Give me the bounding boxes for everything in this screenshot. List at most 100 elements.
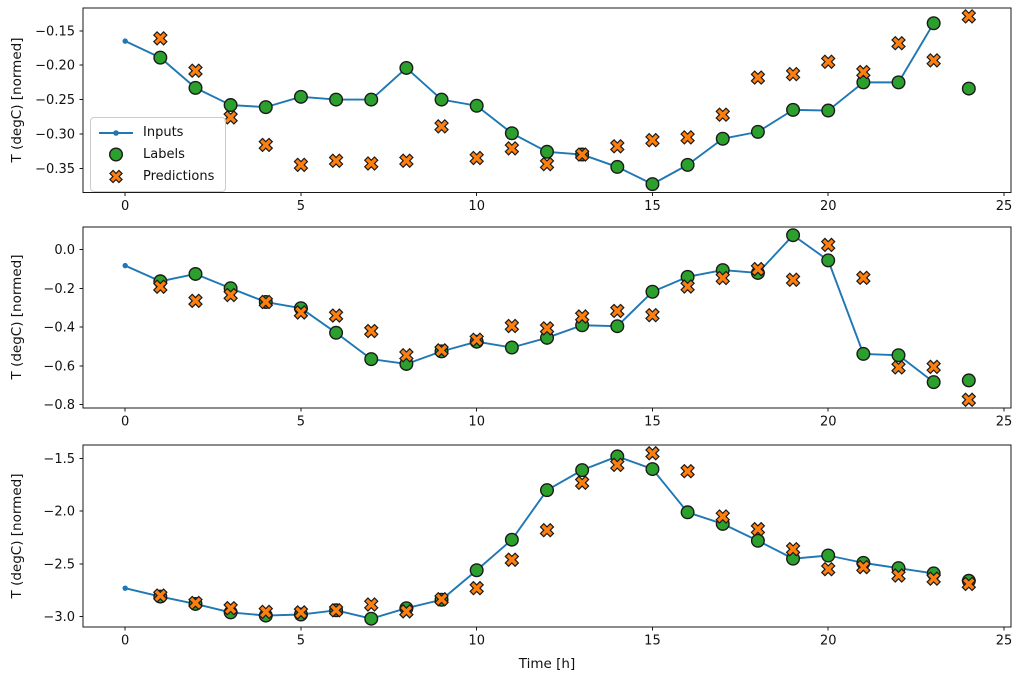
label-point [575, 463, 590, 478]
prediction-point [363, 323, 379, 339]
label-point [750, 533, 765, 548]
y-tick-label: −0.20 [35, 59, 75, 74]
y-tick-label: −0.25 [35, 93, 75, 108]
label-point [504, 532, 519, 547]
prediction-point [293, 157, 309, 173]
prediction-point [891, 35, 906, 51]
legend-label-inputs: Inputs [143, 125, 184, 140]
inputs-line-icon [99, 129, 133, 136]
label-point [540, 483, 555, 498]
prediction-point [645, 445, 660, 461]
label-point [856, 346, 871, 361]
subplot-1: 0 5 10 15 20 25 −0.15 −0.20 −0.25 −0.30 −0.35 [35, 7, 1012, 214]
prediction-point [258, 604, 274, 620]
x-tick-label: 20 [820, 415, 837, 430]
y-tick-label: 0.0 [54, 243, 75, 258]
x-tick-label: 5 [297, 634, 305, 649]
predictions-scatter [152, 237, 977, 408]
y-tick-label: −2.0 [43, 505, 75, 520]
prediction-point [223, 600, 238, 616]
x-tick-label: 5 [297, 415, 305, 430]
prediction-point [469, 150, 485, 166]
prediction-point [961, 576, 977, 592]
x-axis: 0 5 10 15 20 25 [121, 192, 1013, 214]
axes-frame [82, 226, 1012, 409]
label-point [610, 159, 625, 174]
x-axis: 0 5 10 15 20 25 [121, 627, 1012, 649]
prediction-point [715, 509, 731, 524]
y-tick-label: −0.30 [35, 127, 75, 142]
label-point [153, 50, 168, 65]
label-point [645, 177, 660, 192]
x-tick-label: 10 [468, 415, 485, 430]
x-tick-label: 25 [996, 634, 1013, 649]
input-point [122, 38, 128, 44]
prediction-point [926, 359, 942, 375]
input-point [122, 585, 128, 591]
x-tick-label: 15 [644, 634, 661, 649]
prediction-point [891, 360, 906, 375]
prediction-point [785, 66, 801, 82]
x-tick-label: 25 [996, 199, 1013, 214]
prediction-point [188, 293, 203, 309]
legend-label-predictions: Predictions [143, 169, 215, 184]
prediction-point [926, 53, 942, 68]
prediction-point [293, 305, 309, 320]
prediction-point [363, 597, 379, 612]
prediction-point [399, 153, 414, 169]
x-tick-label: 15 [644, 199, 661, 214]
x-tick-label: 10 [468, 634, 485, 649]
predictions-scatter [152, 9, 977, 173]
x-tick-label: 0 [121, 415, 129, 430]
y-tick-label: −0.4 [43, 321, 75, 336]
prediction-point [188, 63, 203, 79]
label-point [715, 131, 730, 146]
prediction-point [785, 541, 801, 557]
label-point [680, 157, 695, 172]
y-tick-label: −0.6 [43, 359, 75, 374]
prediction-point [680, 279, 695, 294]
y-tick-label: −0.35 [35, 162, 75, 177]
prediction-point [258, 294, 274, 310]
label-point [258, 100, 273, 115]
prediction-point [820, 54, 836, 70]
prediction-point [609, 303, 625, 319]
legend: Inputs Labels Predictions [90, 117, 227, 192]
y-tick-label: −2.5 [43, 557, 75, 572]
prediction-point [504, 141, 520, 156]
subplot-3: 0 5 10 15 20 25 −1.5 −2.0 −2.5 −3.0 [43, 444, 1012, 649]
label-point [821, 253, 836, 268]
prediction-point [258, 137, 274, 153]
prediction-point [820, 561, 836, 577]
prediction-point [574, 475, 590, 491]
label-point [891, 348, 906, 363]
axes-frame [82, 444, 1012, 628]
label-point [961, 373, 976, 388]
prediction-point [293, 605, 309, 620]
prediction-point [469, 332, 485, 348]
legend-item-predictions: Predictions [98, 167, 214, 186]
prediction-point [152, 31, 168, 46]
prediction-point [223, 287, 238, 303]
y-axis-label-subplot-1: T (degC) [normed] [9, 37, 25, 163]
prediction-point [539, 156, 555, 172]
predictions-x-icon [109, 169, 123, 184]
label-point [504, 340, 519, 355]
label-point [293, 89, 308, 104]
prediction-point [609, 138, 625, 154]
label-point [364, 611, 379, 626]
prediction-point [856, 64, 871, 80]
y-tick-label: −3.0 [43, 610, 75, 625]
label-point [540, 144, 555, 159]
predictions-scatter [152, 445, 977, 620]
prediction-point [645, 132, 660, 148]
prediction-point [539, 320, 555, 336]
prediction-point [750, 261, 766, 277]
prediction-point [961, 392, 977, 408]
y-tick-label: −0.15 [35, 24, 75, 39]
label-point [821, 103, 836, 118]
label-point [469, 98, 484, 113]
prediction-point [645, 307, 660, 323]
x-tick-label: 25 [996, 415, 1013, 430]
